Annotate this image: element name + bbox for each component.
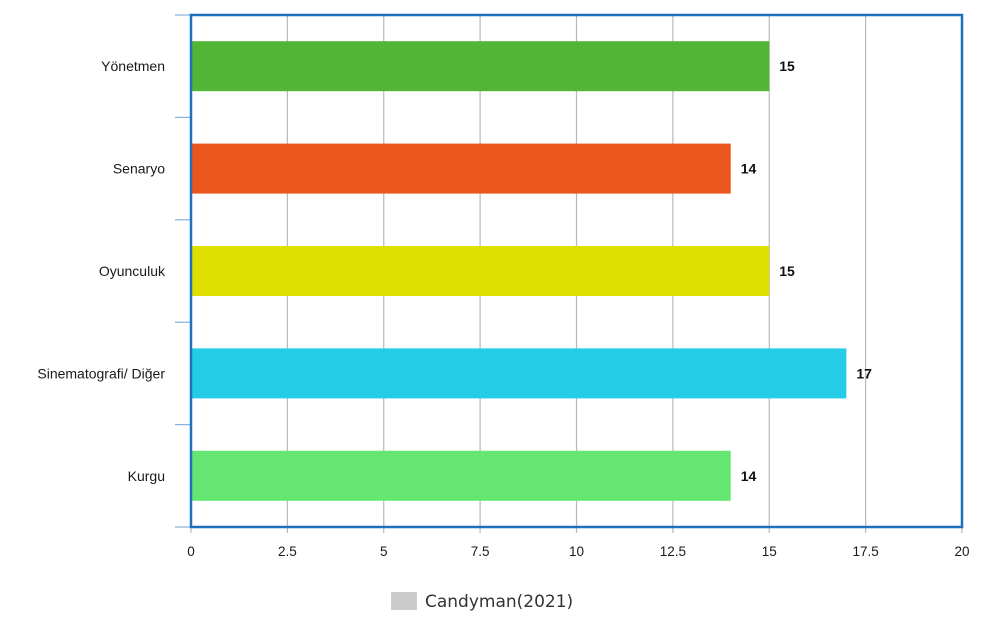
x-tick-label: 17.5 — [852, 544, 878, 559]
plot-frame — [189, 13, 964, 529]
data-label: 14 — [741, 161, 757, 177]
category-label: Yönetmen — [101, 58, 165, 74]
bar-1[interactable] — [191, 143, 731, 194]
legend-label: Candyman(2021) — [425, 592, 573, 612]
category-labels: Yönetmen Senaryo Oyunculuk Sinematografi/ D… — [37, 58, 166, 484]
data-label: 15 — [779, 58, 795, 74]
x-tick-label: 12.5 — [660, 544, 686, 559]
data-labels: 15 14 15 17 14 — [741, 58, 872, 484]
data-label: 17 — [856, 365, 872, 381]
data-label: 15 — [779, 263, 795, 279]
bar-2[interactable] — [191, 246, 770, 296]
category-label: Sinematografi/ Diğer — [37, 365, 165, 381]
x-tick-label: 20 — [954, 544, 969, 559]
data-label: 14 — [741, 468, 757, 484]
bars — [191, 41, 847, 501]
legend-swatch — [391, 592, 417, 610]
x-tick-label: 10 — [569, 544, 584, 559]
x-tick-labels: 0 2.5 5 7.5 10 12.5 15 17.5 20 — [187, 544, 969, 559]
bar-4[interactable] — [191, 450, 731, 501]
x-tick-label: 0 — [187, 544, 195, 559]
category-label: Oyunculuk — [99, 263, 166, 279]
category-label: Senaryo — [113, 161, 165, 177]
bar-3[interactable] — [191, 348, 847, 399]
x-tick-label: 7.5 — [471, 544, 490, 559]
category-label: Kurgu — [128, 468, 165, 484]
legend[interactable]: Candyman(2021) — [391, 592, 573, 612]
x-tick-label: 15 — [762, 544, 777, 559]
x-tick-label: 5 — [380, 544, 388, 559]
y-axis-ticks — [175, 14, 191, 528]
x-tick-label: 2.5 — [278, 544, 297, 559]
bar-0[interactable] — [191, 41, 770, 92]
